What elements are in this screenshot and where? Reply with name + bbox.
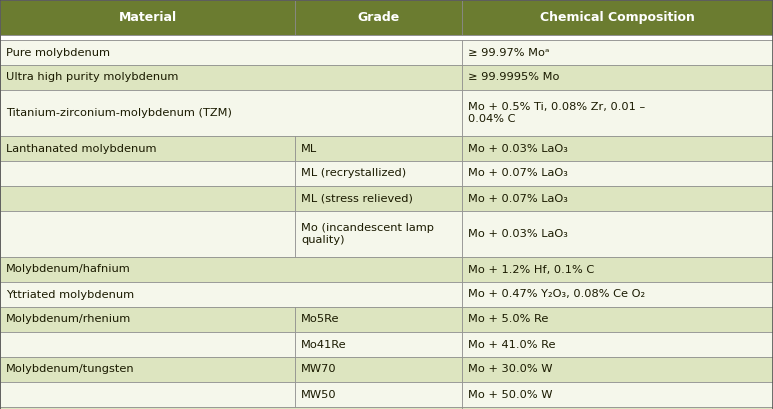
Text: Titanium-zirconium-molybdenum (TZM): Titanium-zirconium-molybdenum (TZM) [6, 108, 232, 118]
Text: Molybdenum/hafnium: Molybdenum/hafnium [6, 265, 131, 274]
Text: Mo + 41.0% Re: Mo + 41.0% Re [468, 339, 556, 350]
Text: Mo + 30.0% W: Mo + 30.0% W [468, 364, 553, 375]
Bar [295, 307, 462, 332]
Text: ML: ML [301, 144, 317, 153]
Text: ML (recrystallized): ML (recrystallized) [301, 169, 406, 178]
Bar [0, 161, 295, 186]
Bar [0, 257, 462, 282]
Bar [462, 407, 773, 409]
Text: Pure molybdenum: Pure molybdenum [6, 47, 110, 58]
Bar [0, 0, 295, 35]
Text: Material: Material [118, 11, 176, 24]
Bar [462, 211, 773, 257]
Bar [0, 186, 295, 211]
Bar [462, 257, 773, 282]
Bar [295, 382, 462, 407]
Bar [462, 357, 773, 382]
Bar [462, 161, 773, 186]
Bar [0, 65, 462, 90]
Text: Mo + 0.5% Ti, 0.08% Zr, 0.01 –
0.04% C: Mo + 0.5% Ti, 0.08% Zr, 0.01 – 0.04% C [468, 102, 645, 124]
Text: Mo + 0.07% LaO₃: Mo + 0.07% LaO₃ [468, 169, 568, 178]
Text: MW70: MW70 [301, 364, 336, 375]
Bar [0, 40, 462, 65]
Text: Mo5Re: Mo5Re [301, 315, 339, 324]
Bar [0, 407, 462, 409]
Bar [462, 282, 773, 307]
Text: Lanthanated molybdenum: Lanthanated molybdenum [6, 144, 156, 153]
Bar [462, 0, 773, 35]
Bar [0, 332, 295, 357]
Bar [295, 332, 462, 357]
Bar [295, 161, 462, 186]
Text: Mo + 5.0% Re: Mo + 5.0% Re [468, 315, 548, 324]
Bar [0, 136, 295, 161]
Bar [295, 211, 462, 257]
Bar [0, 282, 462, 307]
Text: ML (stress relieved): ML (stress relieved) [301, 193, 413, 204]
Text: Mo + 1.2% Hf, 0.1% C: Mo + 1.2% Hf, 0.1% C [468, 265, 594, 274]
Text: Yttriated molybdenum: Yttriated molybdenum [6, 290, 135, 299]
Bar [462, 382, 773, 407]
Bar [462, 65, 773, 90]
Bar [462, 307, 773, 332]
Bar [295, 357, 462, 382]
Bar [0, 307, 295, 332]
Text: Grade: Grade [357, 11, 400, 24]
Bar [462, 136, 773, 161]
Bar [462, 186, 773, 211]
Text: Mo + 0.47% Y₂O₃, 0.08% Ce O₂: Mo + 0.47% Y₂O₃, 0.08% Ce O₂ [468, 290, 645, 299]
Text: Mo + 50.0% W: Mo + 50.0% W [468, 389, 553, 400]
Bar [462, 332, 773, 357]
Text: Mo + 0.03% LaO₃: Mo + 0.03% LaO₃ [468, 144, 568, 153]
Text: Mo (incandescent lamp
quality): Mo (incandescent lamp quality) [301, 223, 434, 245]
Text: MW50: MW50 [301, 389, 336, 400]
Bar [295, 136, 462, 161]
Bar [0, 357, 295, 382]
Text: Ultra high purity molybdenum: Ultra high purity molybdenum [6, 72, 179, 83]
Bar [462, 40, 773, 65]
Text: Mo + 0.03% LaO₃: Mo + 0.03% LaO₃ [468, 229, 568, 239]
Text: ≥ 99.9995% Mo: ≥ 99.9995% Mo [468, 72, 560, 83]
Bar [0, 35, 773, 40]
Text: Molybdenum/tungsten: Molybdenum/tungsten [6, 364, 135, 375]
Text: ≥ 99.97% Moᵃ: ≥ 99.97% Moᵃ [468, 47, 550, 58]
Text: Mo + 0.07% LaO₃: Mo + 0.07% LaO₃ [468, 193, 568, 204]
Text: Chemical Composition: Chemical Composition [540, 11, 695, 24]
Bar [0, 90, 462, 136]
Text: Molybdenum/rhenium: Molybdenum/rhenium [6, 315, 131, 324]
Bar [462, 90, 773, 136]
Bar [295, 186, 462, 211]
Bar [0, 382, 295, 407]
Bar [0, 211, 295, 257]
Bar [295, 0, 462, 35]
Text: Mo41Re: Mo41Re [301, 339, 346, 350]
